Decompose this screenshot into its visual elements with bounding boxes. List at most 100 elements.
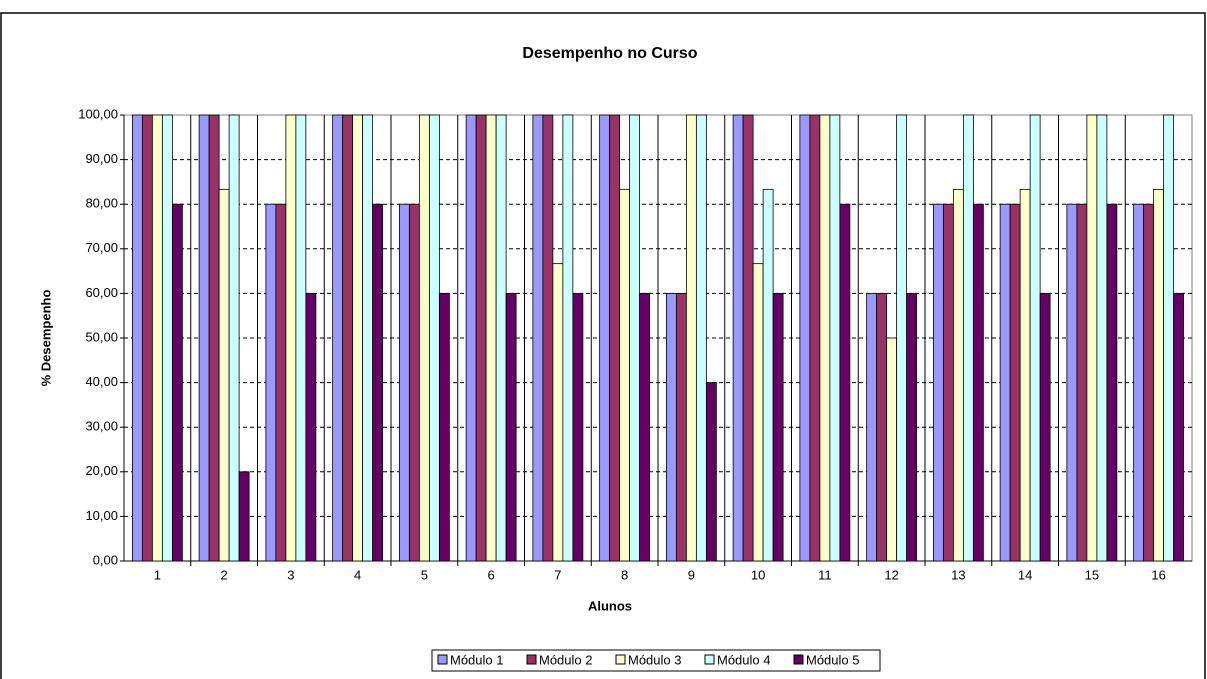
bar: [942, 203, 954, 562]
bar: [1009, 203, 1021, 562]
bar: [1066, 203, 1078, 562]
bar: [362, 114, 374, 562]
y-tick-label: 100,00: [78, 106, 118, 121]
y-tick-label: 0,00: [93, 552, 118, 567]
bar: [218, 188, 230, 562]
legend-swatch: [615, 654, 626, 665]
x-tick-label: 5: [421, 567, 428, 582]
legend-swatch: [526, 654, 537, 665]
x-tick-label: 4: [354, 567, 361, 582]
bar: [799, 114, 811, 562]
y-tick-label: 70,00: [85, 240, 118, 255]
bar: [609, 114, 621, 562]
bar: [295, 114, 307, 562]
y-axis-label: % Desempenho: [38, 290, 53, 387]
bar: [372, 203, 384, 562]
x-tick-label: 9: [688, 567, 695, 582]
y-tick-label: 60,00: [85, 285, 118, 300]
x-tick-label: 6: [488, 567, 495, 582]
bar: [151, 114, 163, 562]
x-tick-label: 7: [554, 567, 561, 582]
x-axis-label: Alunos: [588, 598, 632, 613]
bar: [438, 292, 450, 562]
bar: [819, 114, 831, 562]
bar: [552, 263, 564, 562]
y-tick-label: 10,00: [85, 508, 118, 523]
bar: [238, 471, 250, 562]
x-tick-label: 8: [621, 567, 628, 582]
bar: [932, 203, 944, 562]
bar: [742, 114, 754, 562]
bar: [352, 114, 364, 562]
y-tick-label: 80,00: [85, 196, 118, 211]
legend-swatch: [704, 654, 715, 665]
bar: [1096, 114, 1108, 562]
bar: [1173, 292, 1185, 562]
bar: [141, 114, 153, 562]
bar: [732, 114, 744, 562]
legend-label: Módulo 2: [539, 652, 592, 667]
bar: [398, 203, 410, 562]
x-tick-label: 11: [818, 567, 832, 582]
x-tick-label: 12: [884, 567, 898, 582]
bar: [305, 292, 317, 562]
y-tick-label: 40,00: [85, 374, 118, 389]
bar: [1106, 203, 1118, 562]
x-tick-label: 2: [221, 567, 228, 582]
x-tick-label: 13: [951, 567, 965, 582]
bar: [572, 292, 584, 562]
bar: [475, 114, 487, 562]
bar: [208, 114, 220, 562]
bar: [1029, 114, 1041, 562]
y-tick-label: 20,00: [85, 463, 118, 478]
bar: [285, 114, 297, 562]
bar: [408, 203, 420, 562]
bar: [896, 114, 908, 562]
legend-label: Módulo 4: [717, 652, 770, 667]
bar: [665, 292, 677, 562]
bar: [1133, 203, 1145, 562]
bar: [228, 114, 240, 562]
legend-swatch: [437, 654, 448, 665]
chart-title: Desempenho no Curso: [522, 45, 697, 62]
bar: [1019, 188, 1031, 562]
bar: [762, 188, 774, 562]
bar: [876, 292, 888, 562]
bar: [428, 114, 440, 562]
bar: [1086, 114, 1098, 562]
bar: [532, 114, 544, 562]
bar: [1163, 114, 1175, 562]
bar: [705, 382, 717, 562]
x-tick-label: 15: [1085, 567, 1099, 582]
bar: [839, 203, 851, 562]
bar: [1143, 203, 1155, 562]
bar: [829, 114, 841, 562]
bar: [342, 114, 354, 562]
legend-swatch: [793, 654, 804, 665]
bar: [161, 114, 173, 562]
bar: [265, 203, 277, 562]
bar: [675, 292, 687, 562]
bar: [906, 292, 918, 562]
bar: [952, 188, 964, 562]
bar: [131, 114, 143, 562]
bar: [809, 114, 821, 562]
x-tick-label: 3: [287, 567, 294, 582]
bar: [999, 203, 1011, 562]
bar: [629, 114, 641, 562]
bar: [695, 114, 707, 562]
x-tick-label: 14: [1018, 567, 1032, 582]
bar: [639, 292, 651, 562]
bar: [599, 114, 611, 562]
bar: [972, 203, 984, 562]
bar: [465, 114, 477, 562]
bar: [962, 114, 974, 562]
bar: [752, 263, 764, 562]
legend-label: Módulo 5: [806, 652, 859, 667]
bar: [198, 114, 210, 562]
bar: [171, 203, 183, 562]
bar: [685, 114, 697, 562]
bar: [1076, 203, 1088, 562]
legend-label: Módulo 1: [450, 652, 503, 667]
